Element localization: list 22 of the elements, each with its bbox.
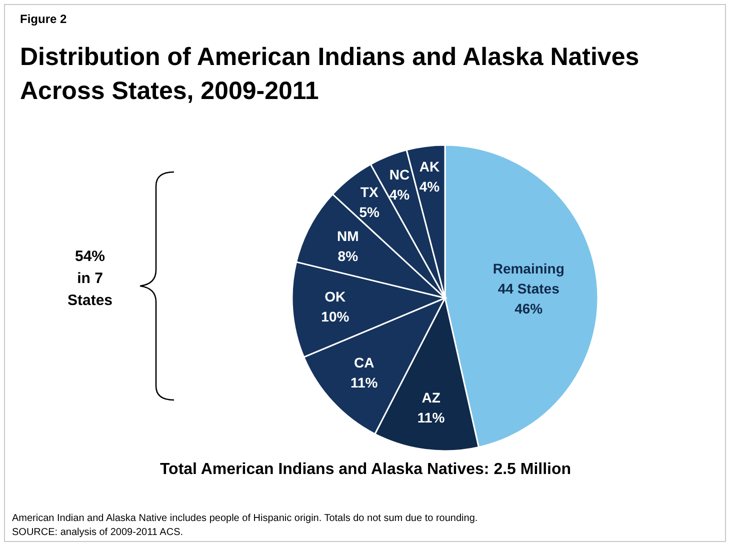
text: 54% in 7 States bbox=[66, 247, 114, 311]
data-label: 4% bbox=[389, 186, 410, 202]
data-label: 4% bbox=[419, 178, 440, 195]
text: American Indian and Alaska Native includes people of Hispanic origin. Totals do not sum due to rounding. bbox=[12, 513, 478, 524]
data-label: 11% bbox=[417, 409, 446, 426]
slice-label: AZ bbox=[422, 389, 441, 406]
slice-label: Remaining 44 States bbox=[492, 260, 564, 297]
slice-label: AK bbox=[419, 158, 440, 175]
slice-label: TX bbox=[360, 184, 379, 200]
data-label: 11% bbox=[350, 374, 378, 391]
slice-label: OK bbox=[324, 288, 346, 305]
slice-label: NM bbox=[337, 228, 359, 244]
data-label: 8% bbox=[338, 248, 359, 264]
slice-label: CA bbox=[354, 354, 374, 371]
data-label: 5% bbox=[359, 204, 380, 220]
source-note: SOURCE: analysis of 2009-2011 ACS. bbox=[12, 527, 184, 538]
slice-label: NC bbox=[389, 166, 410, 182]
data-label: 46% bbox=[514, 300, 544, 317]
chart-title: Distribution of American Indians and Alaska Natives Across States, 2009-2011 bbox=[20, 42, 640, 107]
text: Total American Indians and Alaska Natives: 2.5 Million bbox=[158, 461, 572, 479]
data-label: 10% bbox=[321, 308, 350, 325]
caption: Figure 2 bbox=[20, 12, 67, 26]
